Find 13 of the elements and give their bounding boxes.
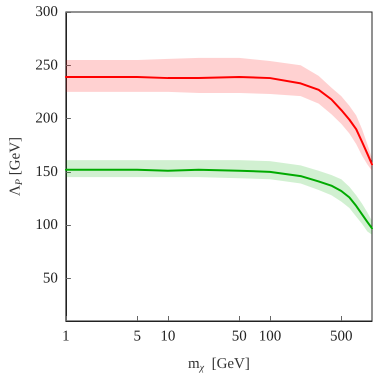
y-tick-label: 100 [35, 217, 58, 234]
x-tick-label: 5 [133, 328, 141, 344]
y-tick-label: 200 [35, 110, 58, 127]
x-tick-label: 500 [330, 328, 353, 344]
y-tick-label: 250 [35, 57, 58, 74]
x-tick-label: 10 [160, 328, 176, 344]
y-tick-label: 300 [35, 4, 58, 20]
y-tick-label: 150 [35, 164, 58, 180]
x-tick-label: 100 [258, 328, 282, 344]
y-tick-label: 50 [42, 270, 58, 286]
x-tick-label: 1 [62, 328, 70, 344]
y-axis-title: ΛP [GeV] [8, 136, 25, 196]
x-tick-label: 50 [232, 328, 247, 344]
